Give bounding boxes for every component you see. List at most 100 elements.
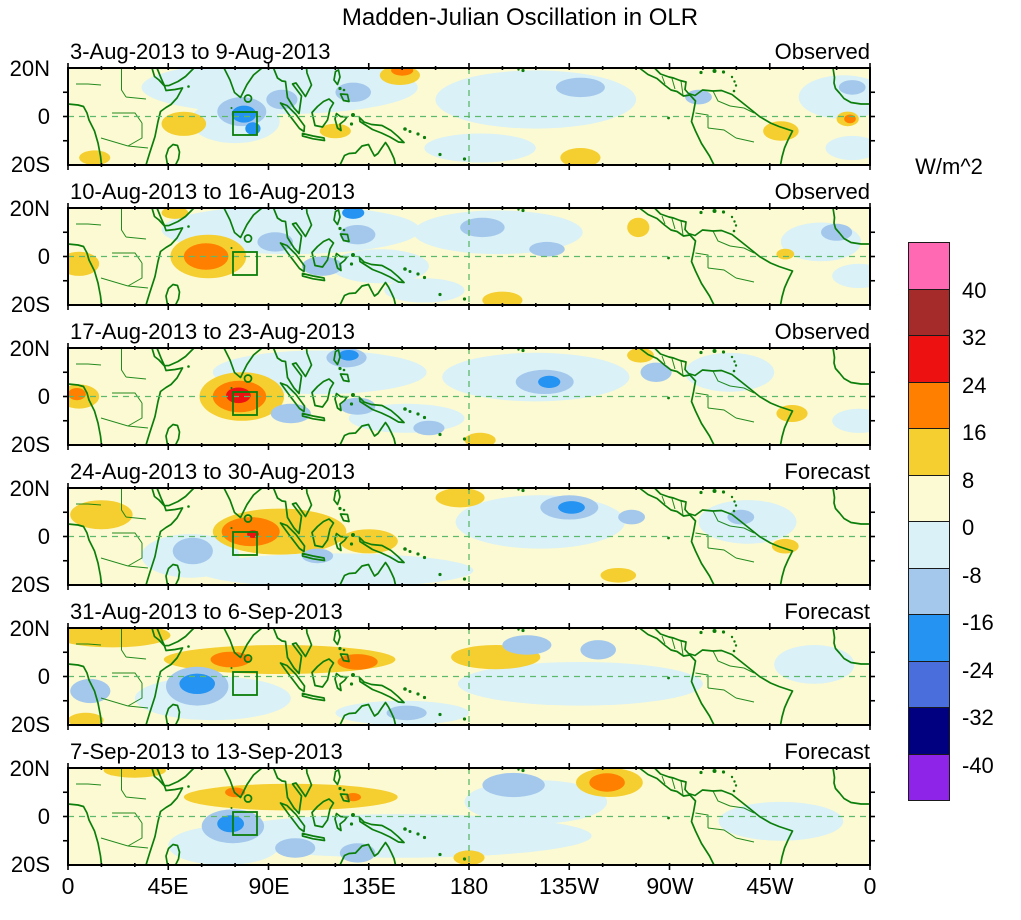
panel-date-range: 17-Aug-2013 to 23-Aug-2013 <box>70 319 355 344</box>
y-tick-20s: 20S <box>10 852 50 877</box>
panel-mode-label: Observed <box>774 319 870 344</box>
panel-mode-label: Forecast <box>784 459 870 484</box>
y-axis-labels: 20N 0 20S <box>0 196 58 317</box>
colorbar-tick-label: -40 <box>962 752 994 778</box>
colorbar-cell <box>908 288 950 336</box>
y-tick-20n: 20N <box>9 476 50 501</box>
y-tick-20n: 20N <box>9 616 50 641</box>
mjo-index-region-box <box>232 391 258 416</box>
y-tick-20s: 20S <box>10 572 50 597</box>
anomaly-blob <box>68 251 100 276</box>
anomaly-blob <box>502 635 552 655</box>
x-tick-label: 90E <box>248 873 290 899</box>
anomaly-blob <box>391 68 414 76</box>
colorbar-tick-label: -32 <box>962 705 994 730</box>
x-tick-label: 45E <box>147 873 189 899</box>
colorbar-cell <box>908 660 950 708</box>
anomaly-blob <box>832 408 870 433</box>
y-tick-eq: 0 <box>37 524 50 549</box>
anomaly-blob <box>825 135 870 161</box>
panel-forecast-week2: 31-Aug-2013 to 6-Sep-2013 Forecast 20N 0… <box>0 598 1021 737</box>
panel-date-range: 24-Aug-2013 to 30-Aug-2013 <box>70 459 355 484</box>
anomaly-blob <box>70 678 111 704</box>
panel-forecast-week3: 7-Sep-2013 to 13-Sep-2013 Forecast 20N 0… <box>0 738 1021 877</box>
anomaly-blob <box>455 495 625 549</box>
anomaly-blob <box>413 420 445 436</box>
y-tick-eq: 0 <box>37 664 50 689</box>
anomaly-blob <box>79 150 111 165</box>
anomaly-blob <box>337 654 378 670</box>
anomaly-blob <box>718 801 844 841</box>
colorbar-units-label: W/m^2 <box>915 154 983 179</box>
anomaly-blob <box>482 291 523 305</box>
x-tick-label: 0 <box>61 873 75 899</box>
y-tick-20s: 20S <box>10 292 50 317</box>
y-tick-eq: 0 <box>37 384 50 409</box>
anomaly-blob <box>245 122 261 135</box>
anomaly-blob <box>172 537 213 565</box>
anomaly-blob <box>558 501 585 514</box>
anomaly-blob <box>266 89 298 110</box>
y-axis-labels: 20N 0 20S <box>0 476 58 597</box>
anomaly-blob <box>560 148 601 165</box>
panel-observed-week1: 3-Aug-2013 to 9-Aug-2013 Observed 20N 0 … <box>0 38 1021 177</box>
anomaly-blob <box>183 243 229 270</box>
anomaly-blob <box>301 548 334 564</box>
mjo-index-region-box <box>232 111 258 136</box>
anomaly-blob <box>627 217 650 238</box>
anomaly-blob <box>776 248 795 260</box>
colorbar-tick-label: 8 <box>962 467 975 493</box>
anomaly-blob <box>275 838 316 858</box>
anomaly-blob <box>342 208 365 219</box>
anomaly-blob <box>771 538 799 554</box>
y-tick-20n: 20N <box>9 756 50 781</box>
colorbar-cell <box>908 335 950 383</box>
anomaly-blob <box>763 121 799 141</box>
map-panel <box>63 763 875 870</box>
panel-forecast-week1: 24-Aug-2013 to 30-Aug-2013 Forecast 20N … <box>0 458 1021 597</box>
colorbar-cell <box>908 521 950 569</box>
x-tick-label: 0 <box>863 873 877 899</box>
anomaly-blob <box>555 77 605 98</box>
anomaly-blob <box>319 123 351 139</box>
anomaly-blob <box>70 500 133 530</box>
anomaly-blob <box>103 768 166 778</box>
anomaly-blob <box>217 815 245 833</box>
anomaly-blob <box>482 772 545 798</box>
anomaly-blob <box>640 362 672 382</box>
colorbar-cell <box>908 474 950 522</box>
colorbar-cell <box>908 753 950 801</box>
anomaly-blob <box>68 628 171 648</box>
x-tick-label: 90W <box>646 873 694 899</box>
anomaly-blob <box>338 350 359 361</box>
anomaly-blob <box>161 208 189 219</box>
panel-observed-week3: 17-Aug-2013 to 23-Aug-2013 Observed 20N … <box>0 318 1021 457</box>
colorbar-tick-label: -16 <box>962 610 994 635</box>
anomaly-blob <box>197 553 474 585</box>
map-panel <box>63 623 875 730</box>
anomaly-blob <box>424 133 536 163</box>
map-panel <box>63 343 875 450</box>
colorbar-cell <box>908 242 950 290</box>
anomaly-blob <box>339 843 376 863</box>
anomaly-blob <box>774 645 855 684</box>
colorbar-cell <box>908 614 950 662</box>
anomaly-blob <box>529 241 565 257</box>
anomaly-blob <box>384 278 465 303</box>
y-axis-labels: 20N 0 20S <box>0 756 58 877</box>
colorbar-tick-label: 16 <box>962 420 987 445</box>
y-tick-20s: 20S <box>10 152 50 177</box>
anomaly-blob <box>727 509 755 525</box>
anomaly-blob <box>580 640 616 660</box>
anomaly-blob <box>600 568 637 583</box>
x-tick-label: 135E <box>342 873 396 899</box>
panel-mode-label: Forecast <box>784 739 870 764</box>
y-tick-20n: 20N <box>9 336 50 361</box>
anomaly-blob <box>179 673 215 694</box>
panel-mode-label: Observed <box>774 179 870 204</box>
anomaly-blob <box>68 388 86 401</box>
x-axis-labels: 0 45E 90E 135E 180 135W 90W 45W 0 <box>62 873 877 903</box>
panel-date-range: 31-Aug-2013 to 6-Sep-2013 <box>70 599 343 624</box>
panel-date-range: 7-Sep-2013 to 13-Sep-2013 <box>70 739 343 764</box>
